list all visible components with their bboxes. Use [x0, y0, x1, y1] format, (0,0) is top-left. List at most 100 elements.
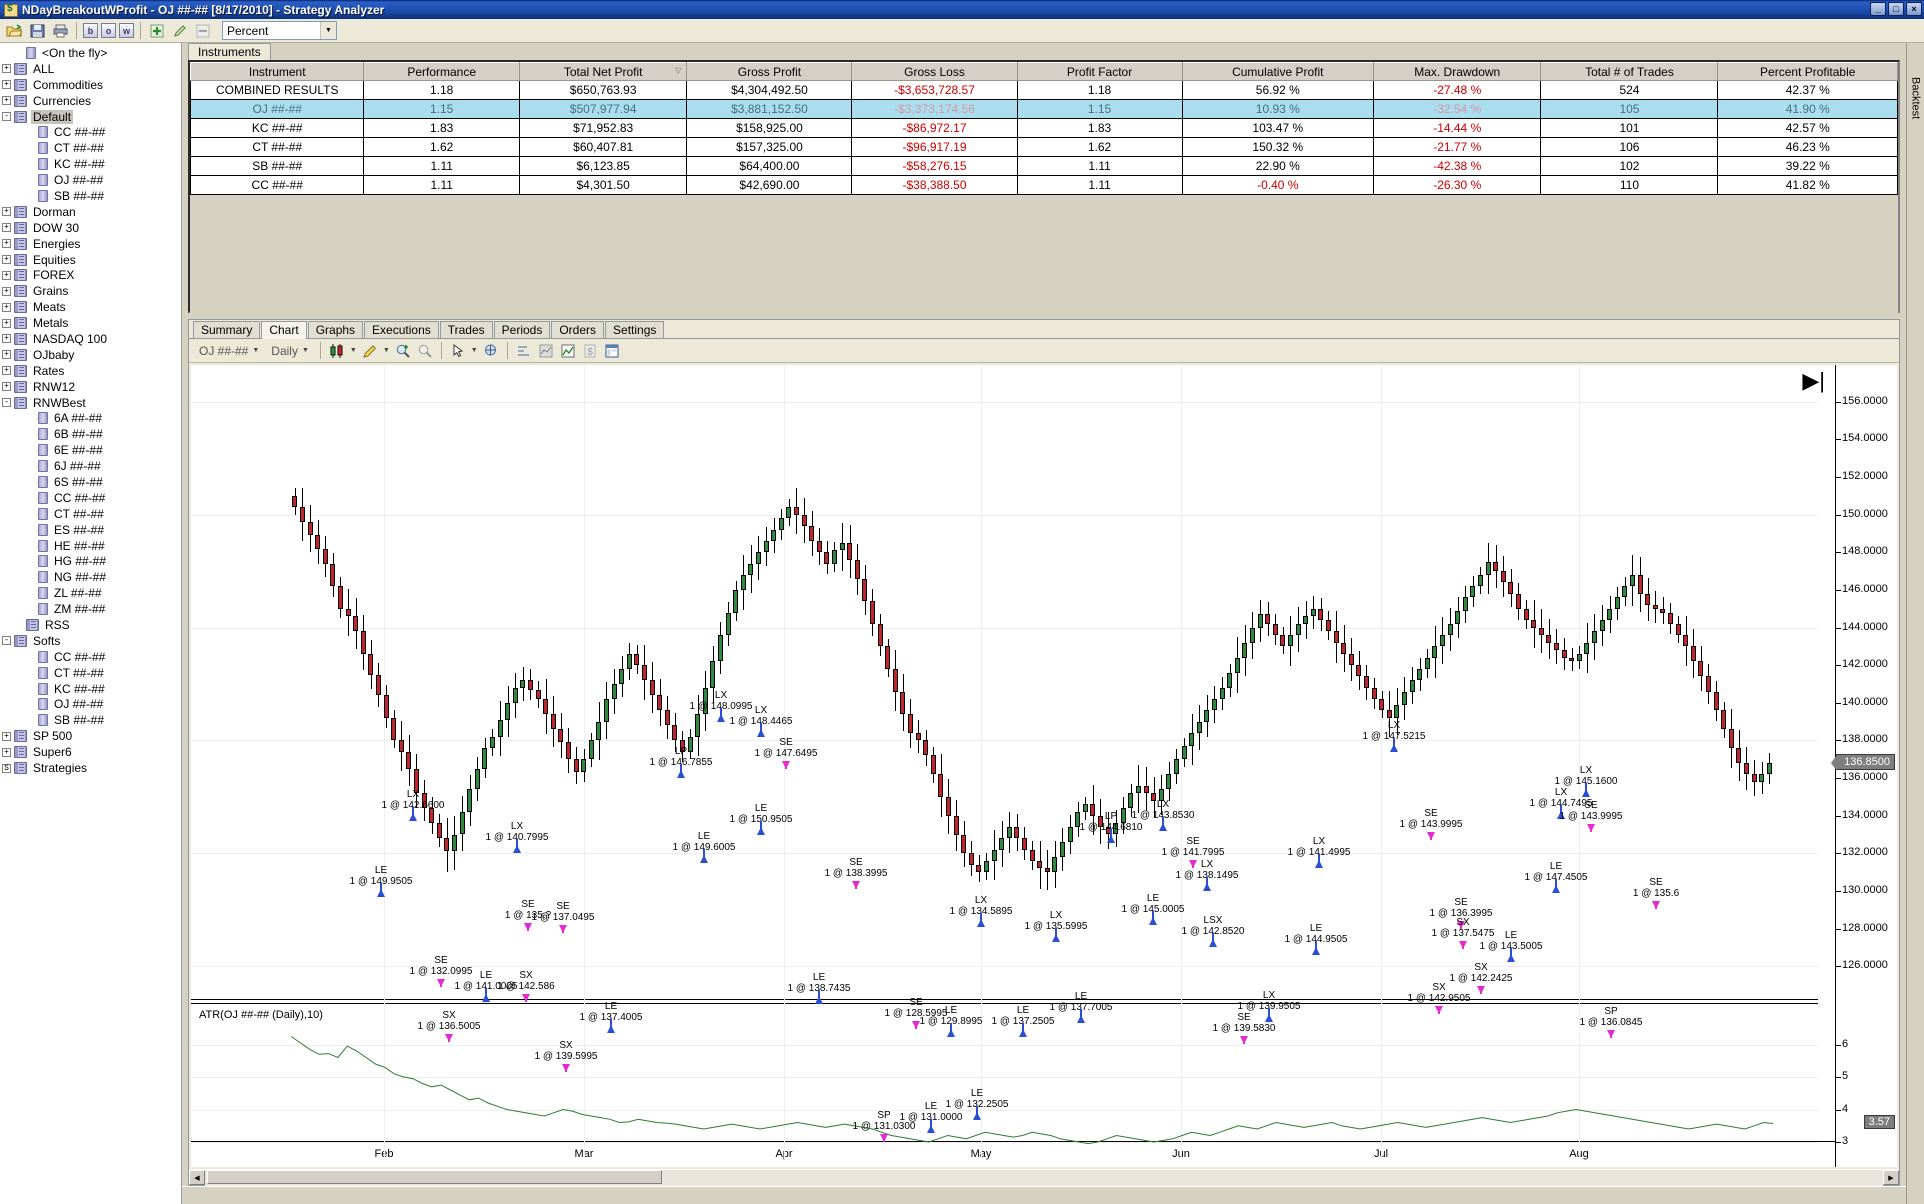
open-folder-icon[interactable] [4, 21, 24, 41]
maximize-button[interactable]: □ [1888, 2, 1904, 16]
expand-toggle-icon[interactable]: + [2, 80, 11, 90]
expand-toggle-icon[interactable]: + [2, 255, 11, 265]
tree-item-commodities[interactable]: + Commodities [0, 77, 181, 93]
tree-item-cc[interactable]: CC ##-## [0, 649, 181, 665]
tab-trades[interactable]: Trades [439, 321, 493, 338]
scroll-left-button[interactable]: ◀ [189, 1170, 205, 1185]
table-row[interactable]: COMBINED RESULTS 1.18 $650,763.93 $4,304,49… [189, 80, 1898, 100]
zoom-in-icon[interactable] [394, 342, 412, 360]
tree-item-zm[interactable]: ZM ##-## [0, 601, 181, 617]
tree-item-es[interactable]: ES ##-## [0, 522, 181, 538]
tree-item-cc[interactable]: CC ##-## [0, 490, 181, 506]
table-row[interactable]: KC ##-## 1.83 $71,952.83 $158,925.00 -$86,97… [189, 118, 1898, 138]
print-icon[interactable] [50, 21, 70, 41]
tree-item-6s[interactable]: 6S ##-## [0, 474, 181, 490]
tree-item-nasdaq-100[interactable]: + NASDAQ 100 [0, 331, 181, 347]
zoom-out-icon[interactable] [416, 342, 434, 360]
tab-instruments[interactable]: Instruments [188, 43, 271, 60]
expand-toggle-icon[interactable]: + [2, 223, 11, 233]
edit-icon[interactable] [170, 21, 190, 41]
expand-toggle-icon[interactable]: + [2, 96, 11, 106]
table-row[interactable]: SB ##-## 1.11 $6,123.85 $64,400.00 -$58,276.… [189, 156, 1898, 176]
table-row[interactable]: OJ ##-## 1.15 $507,977.94 $3,881,152.50 -$3,… [189, 99, 1898, 119]
column-header-cumulative-profit[interactable]: Cumulative Profit [1181, 62, 1374, 81]
tree-item-meats[interactable]: + Meats [0, 299, 181, 315]
cursor-icon[interactable] [449, 342, 467, 360]
instrument-tree[interactable]: <On the fly> + ALL + Commodities + Currencies -… [0, 43, 182, 1204]
chevron-down-icon[interactable]: ▼ [470, 347, 478, 354]
backtest-side-tab[interactable]: Backtest [1906, 43, 1924, 1204]
table-row[interactable]: CC ##-## 1.11 $4,301.50 $42,690.00 -$38,388.… [189, 175, 1898, 195]
column-header-percent-profitable[interactable]: Percent Profitable [1717, 62, 1898, 81]
scroll-track[interactable] [205, 1169, 1883, 1186]
save-icon[interactable] [27, 21, 47, 41]
window-controls[interactable]: _ □ × [1870, 2, 1922, 16]
chevron-down-icon[interactable]: ▼ [301, 347, 309, 354]
blue-o-button[interactable]: o [101, 23, 116, 38]
tree-item-metals[interactable]: + Metals [0, 315, 181, 331]
chevron-down-icon[interactable]: ▼ [349, 347, 357, 354]
tree-item-kc[interactable]: KC ##-## [0, 156, 181, 172]
chevron-down-icon[interactable]: ▼ [320, 22, 336, 39]
play-to-end-icon[interactable]: ▶| [1802, 368, 1825, 393]
tree-item-ct[interactable]: CT ##-## [0, 665, 181, 681]
scroll-right-button[interactable]: ▶ [1883, 1170, 1899, 1185]
column-header-total-net-profit[interactable]: Total Net Profit ▽ [518, 62, 688, 81]
add-icon[interactable] [147, 21, 167, 41]
expand-toggle-icon[interactable]: + [2, 302, 11, 312]
tab-settings[interactable]: Settings [605, 321, 665, 338]
chart-interval-combo[interactable]: Daily ▼ [267, 344, 313, 358]
tree-item-oj[interactable]: OJ ##-## [0, 697, 181, 713]
scroll-thumb[interactable] [207, 1169, 662, 1184]
close-button[interactable]: × [1906, 2, 1922, 16]
tree-item-strategies[interactable]: S Strategies [0, 760, 181, 776]
blue-b-button[interactable]: b [83, 23, 98, 38]
tab-summary[interactable]: Summary [193, 321, 261, 338]
display-mode-combo[interactable]: Percent ▼ [222, 21, 337, 40]
chart-instrument-combo[interactable]: OJ ##-## ▼ [195, 344, 263, 358]
tree-item-sb[interactable]: SB ##-## [0, 188, 181, 204]
tree-item-super6[interactable]: + Super6 [0, 744, 181, 760]
collapse-toggle-icon[interactable]: - [2, 636, 11, 646]
chart-tabstrip[interactable]: Summary Chart Graphs Executions Trades Period… [189, 320, 1899, 339]
expand-toggle-icon[interactable]: + [2, 350, 11, 360]
tree-item-ct[interactable]: CT ##-## [0, 140, 181, 156]
tab-graphs[interactable]: Graphs [307, 321, 364, 338]
expand-toggle-icon[interactable]: + [2, 64, 11, 74]
tree-item-energies[interactable]: + Energies [0, 236, 181, 252]
expand-toggle-icon[interactable]: + [2, 382, 11, 392]
tree-item-rnwbest[interactable]: - RNWBest [0, 395, 181, 411]
candlestick-icon[interactable] [328, 342, 346, 360]
column-header-gross-loss[interactable]: Gross Loss [851, 62, 1018, 81]
tree-item-cc[interactable]: CC ##-## [0, 124, 181, 140]
tree-item-ojbaby[interactable]: + OJbaby [0, 347, 181, 363]
column-header-gross-profit[interactable]: Gross Profit [686, 62, 853, 81]
pencil-icon[interactable] [361, 342, 379, 360]
chart-style-icon[interactable] [559, 342, 577, 360]
expand-toggle-icon[interactable]: + [2, 286, 11, 296]
tree-item-dorman[interactable]: + Dorman [0, 204, 181, 220]
collapse-toggle-icon[interactable]: S [2, 763, 11, 773]
tree-item-rss[interactable]: RSS [0, 617, 181, 633]
data-series-icon[interactable] [515, 342, 533, 360]
expand-toggle-icon[interactable]: + [2, 239, 11, 249]
tab-executions[interactable]: Executions [364, 321, 439, 338]
tree-item-on-the-fly[interactable]: <On the fly> [0, 45, 181, 61]
column-header-max-drawdown[interactable]: Max. Drawdown [1372, 62, 1542, 81]
results-grid-container[interactable]: Instrument Performance Total Net Profit ▽ Gr… [188, 60, 1900, 330]
tree-item-grains[interactable]: + Grains [0, 283, 181, 299]
collapse-toggle-icon[interactable]: - [2, 398, 11, 408]
indicators-icon[interactable] [537, 342, 555, 360]
minimize-button[interactable]: _ [1870, 2, 1886, 16]
tree-item-equities[interactable]: + Equities [0, 252, 181, 268]
tree-item-all[interactable]: + ALL [0, 61, 181, 77]
properties-icon[interactable] [603, 342, 621, 360]
blue-w-button[interactable]: w [119, 23, 134, 38]
tree-item-hg[interactable]: HG ##-## [0, 554, 181, 570]
tree-item-he[interactable]: HE ##-## [0, 538, 181, 554]
tree-item-6e[interactable]: 6E ##-## [0, 442, 181, 458]
tab-orders[interactable]: Orders [551, 321, 605, 338]
expand-toggle-icon[interactable]: + [2, 318, 11, 328]
expand-toggle-icon[interactable]: + [2, 207, 11, 217]
tree-item-6a[interactable]: 6A ##-## [0, 410, 181, 426]
